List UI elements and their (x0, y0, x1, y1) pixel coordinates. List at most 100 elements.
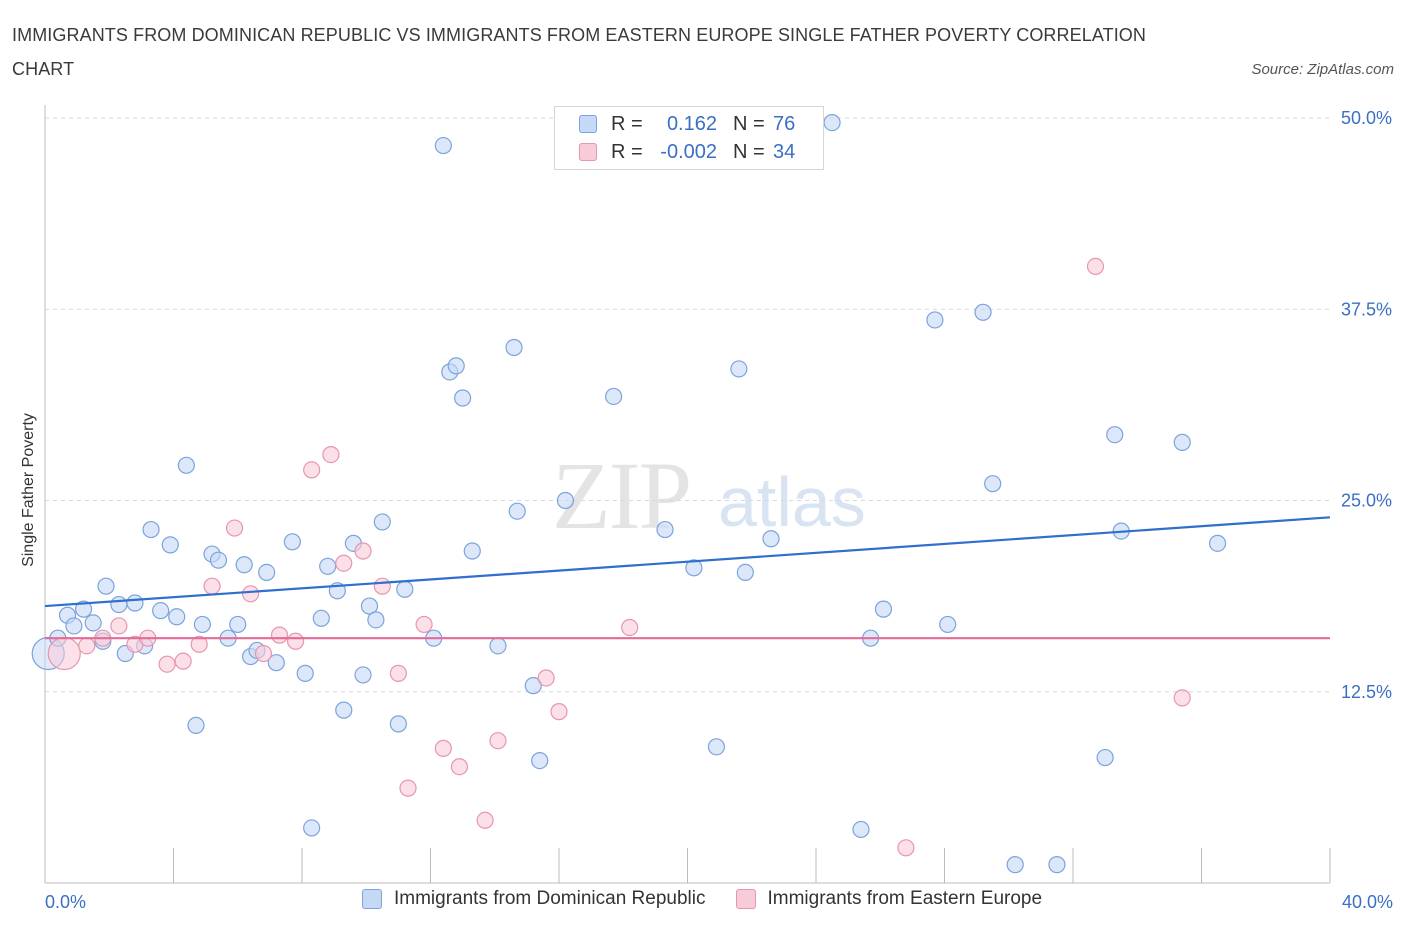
data-point-dominican (1096, 748, 1114, 767)
data-point-dominican (283, 533, 301, 551)
data-point-dominican (65, 617, 83, 635)
source-label: Source: ZipAtlas.com (1251, 61, 1394, 78)
data-point-eastern-europe (110, 617, 128, 635)
data-point-dominican (396, 580, 414, 598)
legend-item-dominican: Immigrants from Dominican Republic (362, 888, 706, 910)
legend-r-value: 0.162 (666, 112, 717, 135)
data-point-eastern-europe (489, 732, 507, 750)
data-point-dominican (531, 751, 549, 770)
tick-labels: 12.5% 25.0% 37.5% 50.0% 0.0% 40.0% (45, 108, 1393, 912)
data-point-eastern-europe (203, 577, 221, 595)
data-point-eastern-europe (270, 626, 289, 644)
data-point-dominican (489, 637, 507, 655)
y-tick-label: 12.5% (1341, 682, 1392, 702)
data-point-dominican (1173, 433, 1191, 451)
y-axis-label: Single Father Poverty (20, 413, 37, 567)
data-point-dominican (373, 513, 391, 531)
data-point-dominican (142, 520, 160, 539)
data-point-dominican (707, 738, 726, 756)
legend-row-blue: R = 0.162 N = 76 (579, 112, 795, 136)
blue-swatch-icon (579, 115, 597, 133)
data-point-eastern-europe (537, 669, 555, 687)
data-point-dominican (974, 303, 992, 321)
data-point-eastern-europe (47, 636, 81, 671)
data-point-dominican (1106, 426, 1124, 444)
legend-label-eastern-europe: Immigrants from Eastern Europe (767, 888, 1043, 909)
data-point-eastern-europe (242, 585, 260, 603)
data-point-eastern-europe (354, 542, 372, 560)
data-point-dominican (360, 597, 379, 615)
data-point-dominican (319, 557, 337, 575)
data-point-dominican (685, 559, 703, 577)
data-point-dominican (84, 614, 102, 632)
legend-n-label: N = (733, 112, 765, 135)
data-point-dominican (434, 136, 452, 155)
data-point-eastern-europe (450, 758, 469, 776)
pink-swatch-icon (735, 889, 756, 909)
data-point-eastern-europe (225, 519, 244, 537)
data-point-dominican (730, 360, 748, 378)
watermark-atlas: atlas (718, 463, 866, 541)
legend-n-value: 76 (773, 112, 796, 135)
data-point-dominican (823, 113, 841, 132)
data-point-dominican (505, 338, 523, 357)
x-tick-label: 0.0% (45, 892, 86, 912)
data-point-dominican (454, 389, 472, 407)
data-point-eastern-europe (389, 664, 407, 682)
data-point-eastern-europe (476, 811, 494, 829)
y-tick-label: 37.5% (1341, 299, 1392, 319)
data-point-dominican (874, 600, 893, 618)
data-point-dominican (161, 536, 179, 554)
trend-lines (44, 516, 1331, 640)
chart-title: IMMIGRANTS FROM DOMINICAN REPUBLIC VS IM… (12, 25, 1146, 79)
data-point-dominican (235, 556, 253, 574)
data-point-eastern-europe (415, 615, 433, 634)
data-point-dominican (1006, 856, 1024, 874)
data-point-eastern-europe (373, 577, 391, 595)
data-point-dominican (74, 600, 93, 618)
data-point-eastern-europe (254, 644, 273, 663)
data-point-dominican (926, 311, 944, 329)
data-point-dominican (367, 611, 385, 629)
data-point-dominican (193, 615, 212, 634)
data-point-dominican (312, 609, 330, 627)
legend-r-label: R = (611, 112, 643, 135)
data-point-eastern-europe (190, 635, 208, 653)
data-points (31, 113, 1227, 874)
legend-label-dominican: Immigrants from Dominican Republic (394, 888, 706, 909)
data-point-eastern-europe (286, 632, 305, 650)
x-tick-label: 40.0% (1342, 892, 1393, 912)
pink-swatch-icon (579, 143, 597, 161)
legend-r-label: R = (611, 140, 643, 163)
data-point-dominican (267, 654, 285, 672)
data-point-eastern-europe (158, 655, 176, 673)
data-point-dominican (168, 608, 186, 626)
y-tick-label: 50.0% (1341, 108, 1392, 128)
axes (44, 105, 1331, 884)
data-point-dominican (984, 475, 1002, 493)
data-point-dominican (335, 701, 353, 719)
data-point-eastern-europe (1086, 257, 1105, 276)
data-point-eastern-europe (897, 839, 915, 857)
data-point-dominican (229, 615, 247, 634)
data-point-eastern-europe (322, 446, 340, 464)
data-point-dominican (389, 715, 407, 733)
data-point-dominican (524, 677, 542, 695)
blue-swatch-icon (362, 889, 382, 909)
legend-row-pink: R = -0.002 N = 34 (579, 140, 795, 164)
grid-lines (45, 117, 1330, 693)
y-tick-label: 25.0% (1341, 491, 1392, 511)
data-point-dominican (97, 577, 115, 595)
legend-n-value: 34 (773, 140, 796, 163)
data-point-dominican (1208, 534, 1227, 552)
legend-r-value: -0.002 (660, 140, 717, 163)
trend-line-dominican (44, 516, 1331, 608)
data-point-eastern-europe (434, 739, 452, 757)
y-axis-label-wrap: Single Father Poverty (14, 390, 44, 590)
data-point-dominican (177, 456, 195, 474)
data-point-dominican (852, 820, 870, 839)
data-point-eastern-europe (399, 779, 417, 797)
data-point-dominican (656, 520, 674, 539)
data-point-dominican (605, 387, 623, 406)
